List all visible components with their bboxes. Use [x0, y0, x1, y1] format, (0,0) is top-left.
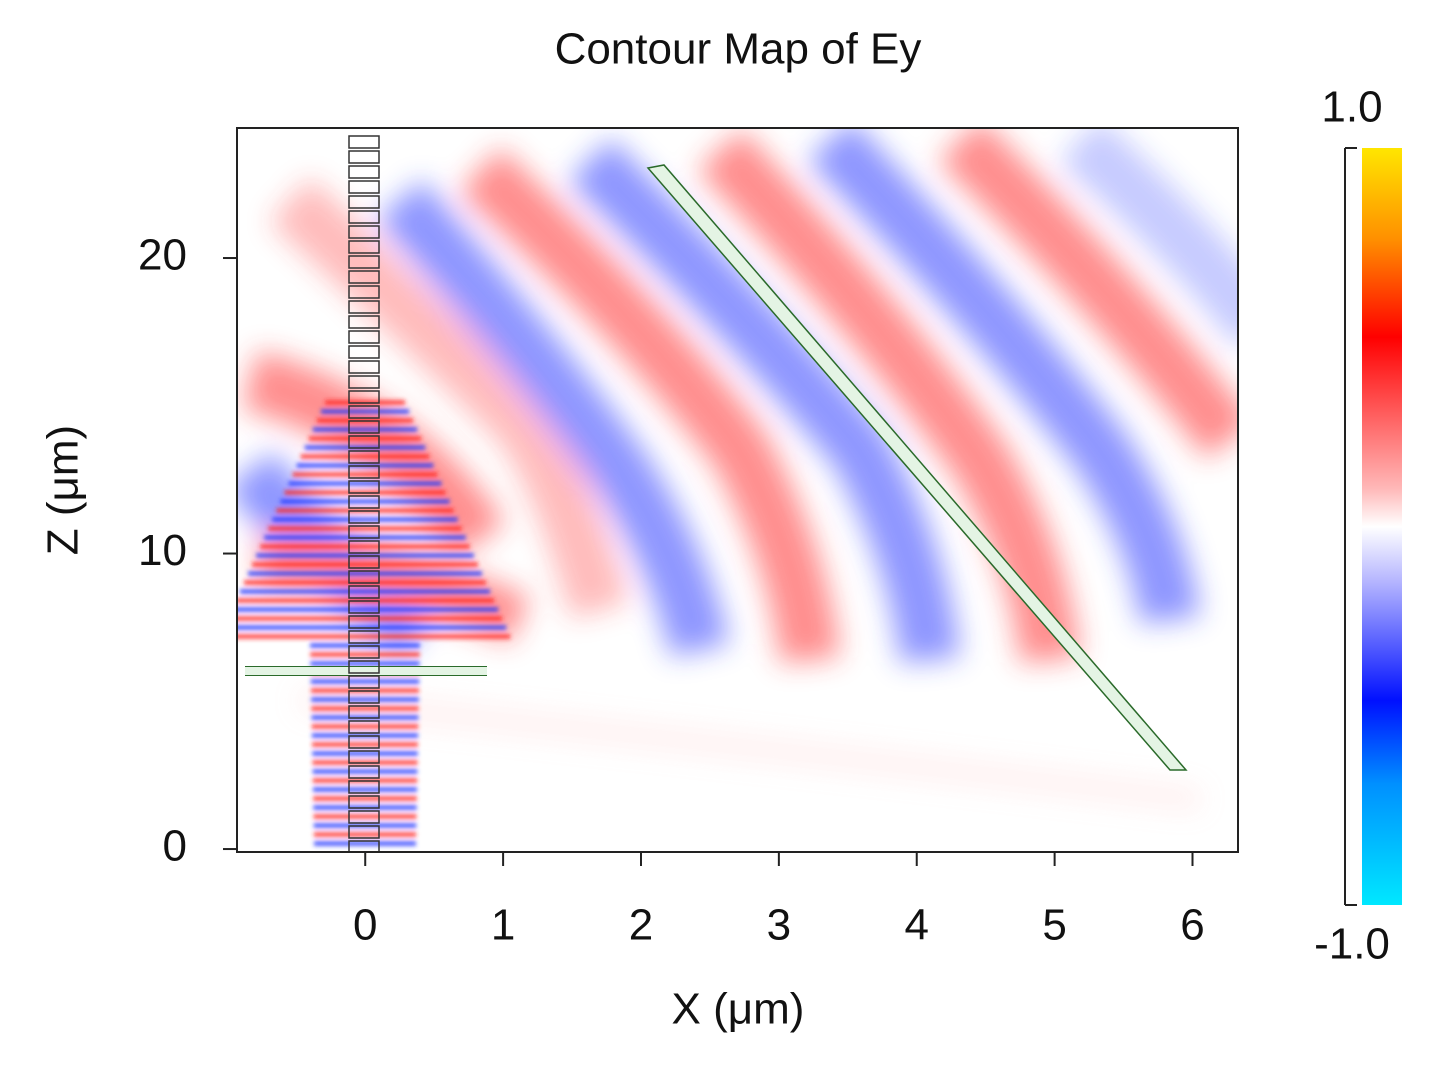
waveguide-block — [348, 765, 380, 779]
waveguide-block — [348, 210, 380, 224]
field-stripe — [310, 679, 420, 684]
waveguide-block — [348, 795, 380, 809]
waveguide-block — [348, 135, 380, 149]
waveguide-block — [348, 675, 380, 689]
waveguide-block — [348, 360, 380, 374]
x-tick-label: 4 — [905, 901, 929, 950]
field-image — [237, 128, 1238, 852]
field-stripe — [237, 634, 511, 639]
field-stripe — [313, 814, 417, 819]
field-stripe — [272, 517, 458, 522]
waveguide-block — [348, 495, 380, 509]
field-stripe — [280, 499, 450, 504]
waveguide-block — [348, 600, 380, 614]
waveguide-block — [348, 315, 380, 329]
waveguide-block — [348, 240, 380, 254]
waveguide-block — [348, 420, 380, 434]
field-stripe — [248, 571, 482, 576]
x-tick-label: 6 — [1180, 901, 1204, 950]
field-stripe — [314, 841, 416, 846]
waveguide-block — [348, 450, 380, 464]
field-stripe — [312, 742, 418, 747]
x-tick-label: 5 — [1042, 901, 1066, 950]
waveguide-block — [348, 435, 380, 449]
waveguide-block — [348, 570, 380, 584]
waveguide-block — [348, 540, 380, 554]
waveguide-block — [348, 735, 380, 749]
waveguide-block — [348, 555, 380, 569]
field-stripe — [312, 769, 418, 774]
field-stripe — [310, 652, 420, 657]
x-tick-label: 3 — [767, 901, 791, 950]
waveguide-block — [348, 270, 380, 284]
field-stripe — [252, 562, 478, 567]
waveguide-block — [348, 150, 380, 164]
field-stripe — [311, 697, 419, 702]
field-stripe — [313, 796, 417, 801]
field-stripe — [292, 472, 438, 477]
field-stripe — [288, 481, 442, 486]
x-axis-label: X (μm) — [672, 985, 805, 1034]
field-stripe — [313, 832, 417, 837]
field-stripe — [308, 436, 422, 441]
waveguide-block — [348, 840, 380, 852]
waveguide-block — [348, 630, 380, 644]
waveguide-block — [348, 750, 380, 764]
field-stripe — [312, 427, 418, 432]
colorbar — [1362, 148, 1402, 905]
x-tick-label: 0 — [353, 901, 377, 950]
waveguide-block — [348, 465, 380, 479]
field-stripe — [312, 787, 418, 792]
waveguide-block — [348, 690, 380, 704]
waveguide-block — [348, 810, 380, 824]
waveguide-block — [348, 720, 380, 734]
plot-frame — [236, 127, 1239, 853]
waveguide-block — [348, 300, 380, 314]
field-stripe — [310, 661, 420, 666]
chart-title: Contour Map of Ey — [555, 25, 922, 74]
field-stripe — [312, 751, 418, 756]
y-tick-label: 10 — [138, 526, 187, 575]
waveguide-block — [348, 255, 380, 269]
field-stripe — [300, 454, 430, 459]
waveguide-block — [348, 510, 380, 524]
waveguide-block — [348, 375, 380, 389]
y-tick-label: 20 — [138, 231, 187, 280]
waveguide-block — [348, 585, 380, 599]
waveguide-block — [348, 405, 380, 419]
field-stripe — [311, 706, 419, 711]
waveguide-block — [348, 285, 380, 299]
y-tick-label: 0 — [163, 822, 187, 871]
waveguide-block — [348, 645, 380, 659]
waveguide-block — [348, 825, 380, 839]
waveguide-block — [348, 615, 380, 629]
field-stripe — [237, 607, 499, 612]
waveguide-block — [348, 195, 380, 209]
field-stripe — [320, 409, 410, 414]
x-tick-label: 2 — [629, 901, 653, 950]
field-stripe — [311, 724, 419, 729]
waveguide-block — [348, 345, 380, 359]
waveguide-block — [348, 660, 380, 674]
field-stripe — [239, 589, 491, 594]
waveguide-block — [348, 390, 380, 404]
field-stripe — [268, 526, 462, 531]
x-tick-label: 1 — [491, 901, 515, 950]
colorbar-tick-label: 1.0 — [1321, 83, 1382, 132]
waveguide-block — [348, 330, 380, 344]
waveguide-block — [348, 480, 380, 494]
waveguide-block — [348, 165, 380, 179]
waveguide-block — [348, 180, 380, 194]
field-stripe — [237, 616, 503, 621]
field-stripe — [260, 544, 470, 549]
waveguide-block — [348, 705, 380, 719]
waveguide-block — [348, 525, 380, 539]
colorbar-tick-label: -1.0 — [1314, 920, 1390, 969]
y-axis-label: Z (μm) — [39, 425, 88, 555]
waveguide-block — [348, 225, 380, 239]
waveguide-block — [348, 780, 380, 794]
